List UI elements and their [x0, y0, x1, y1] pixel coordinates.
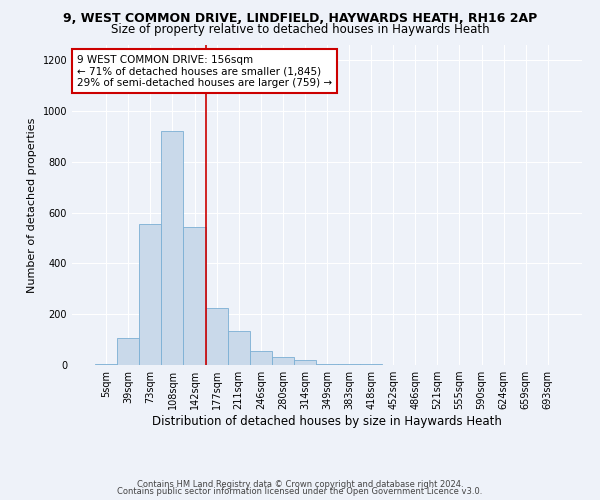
Bar — [316, 364, 338, 365]
Bar — [227, 330, 250, 365]
Bar — [161, 132, 184, 365]
Text: 9, WEST COMMON DRIVE, LINDFIELD, HAYWARDS HEATH, RH16 2AP: 9, WEST COMMON DRIVE, LINDFIELD, HAYWARD… — [63, 12, 537, 26]
Bar — [117, 338, 139, 365]
Bar — [272, 358, 294, 365]
Text: Size of property relative to detached houses in Haywards Heath: Size of property relative to detached ho… — [110, 22, 490, 36]
Bar — [360, 364, 382, 365]
Bar — [338, 364, 360, 365]
Bar — [184, 226, 206, 365]
Bar — [206, 308, 227, 365]
Bar — [95, 364, 117, 365]
Bar — [139, 224, 161, 365]
Y-axis label: Number of detached properties: Number of detached properties — [27, 118, 37, 292]
X-axis label: Distribution of detached houses by size in Haywards Heath: Distribution of detached houses by size … — [152, 415, 502, 428]
Bar — [294, 360, 316, 365]
Text: Contains public sector information licensed under the Open Government Licence v3: Contains public sector information licen… — [118, 487, 482, 496]
Bar — [250, 351, 272, 365]
Text: Contains HM Land Registry data © Crown copyright and database right 2024.: Contains HM Land Registry data © Crown c… — [137, 480, 463, 489]
Text: 9 WEST COMMON DRIVE: 156sqm
← 71% of detached houses are smaller (1,845)
29% of : 9 WEST COMMON DRIVE: 156sqm ← 71% of det… — [77, 54, 332, 88]
